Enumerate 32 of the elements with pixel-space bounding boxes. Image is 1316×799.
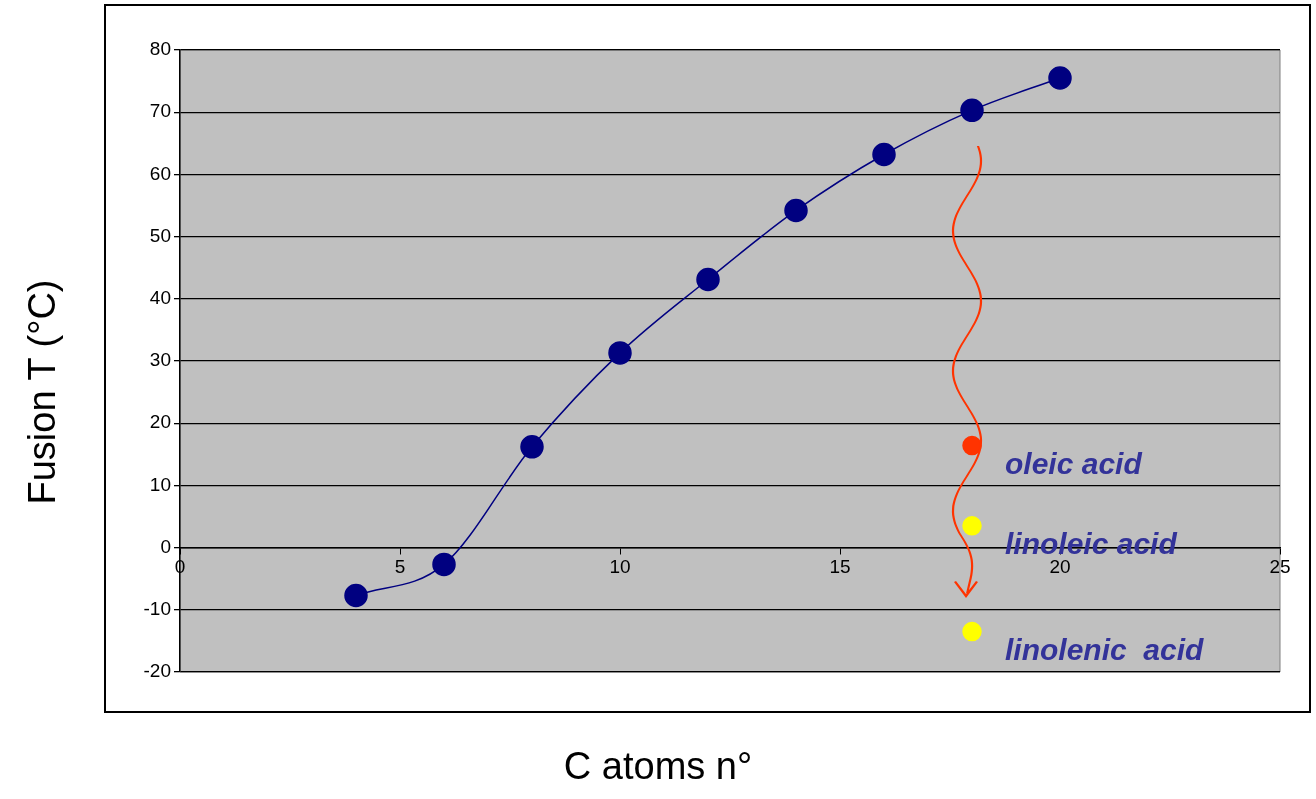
y-tick-label: 20 <box>149 411 171 433</box>
x-tick-label: 15 <box>829 556 851 578</box>
y-tick-label: 40 <box>149 287 171 309</box>
annotation: linolenic acid <box>1005 632 1205 666</box>
y-axis-title: Fusion T (°C) <box>20 279 64 505</box>
point <box>962 516 982 536</box>
y-tick-label: 0 <box>160 535 171 557</box>
y-tick-label: -20 <box>143 660 171 682</box>
point <box>344 583 368 608</box>
y-tick-label: -10 <box>143 598 171 620</box>
x-tick-label: 20 <box>1049 556 1071 578</box>
x-axis-title: C atoms n° <box>562 745 754 788</box>
point <box>872 142 896 167</box>
point <box>696 267 720 292</box>
y-tick-label: 30 <box>149 349 171 371</box>
x-tick-label: 5 <box>394 556 406 578</box>
y-tick-label: 50 <box>149 224 171 246</box>
y-tick-label: 10 <box>149 473 171 495</box>
point <box>962 435 982 456</box>
point <box>1048 66 1072 90</box>
x-tick-label: 10 <box>609 556 631 578</box>
y-tick-label: 70 <box>149 100 171 122</box>
y-tick-label: 60 <box>149 162 171 184</box>
x-tick-label: 25 <box>1269 556 1291 578</box>
point <box>608 341 632 365</box>
point <box>784 198 808 223</box>
point <box>520 435 544 459</box>
point <box>960 98 984 123</box>
point <box>432 552 456 577</box>
point <box>962 621 982 642</box>
annotation: oleic acid <box>1005 446 1143 480</box>
y-tick-label: 80 <box>149 38 171 60</box>
